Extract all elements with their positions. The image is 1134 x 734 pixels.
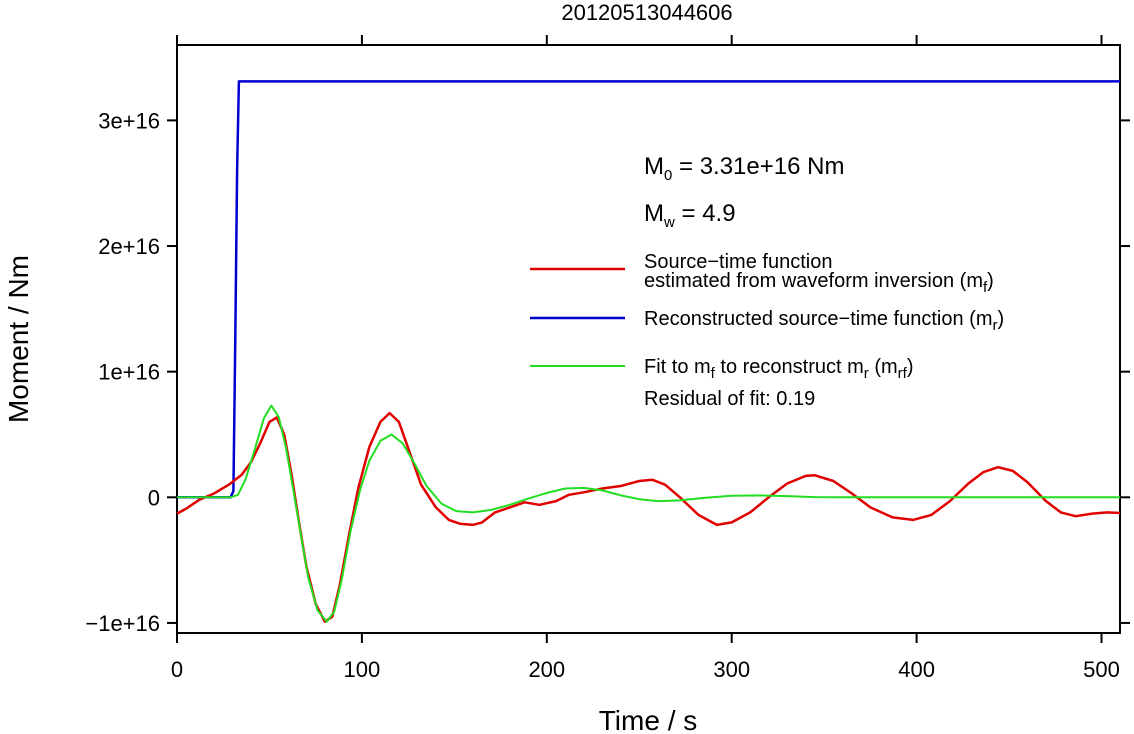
plot-frame bbox=[176, 44, 1121, 634]
y-tick-label: 0 bbox=[148, 485, 160, 510]
legend-label-fit: Fit to mf to reconstruct mr (mrf) bbox=[644, 356, 914, 382]
y-tick-label: 3e+16 bbox=[98, 108, 160, 133]
legend-label-source-time-function-line2: estimated from waveform inversion (mf) bbox=[644, 270, 994, 296]
series-source-time-function-line bbox=[176, 411, 1121, 623]
x-tick-label: 0 bbox=[171, 657, 183, 682]
series-fit-line bbox=[177, 404, 1120, 623]
tick-layer: 0 100 200 300 400 500 −1e+16 0 1e+16 2e+16 3e+16 bbox=[85, 35, 1130, 682]
legend: Source−time function estimated from wave… bbox=[530, 251, 1004, 410]
x-tick-label: 500 bbox=[1083, 657, 1120, 682]
x-tick-label: 200 bbox=[528, 657, 565, 682]
x-tick-label: 400 bbox=[898, 657, 935, 682]
x-tick-label: 300 bbox=[713, 657, 750, 682]
legend-label-reconstructed: Reconstructed source−time function (mr) bbox=[644, 308, 1004, 334]
series-layer bbox=[176, 80, 1121, 623]
residual-of-fit-annotation: Residual of fit: 0.19 bbox=[644, 388, 815, 410]
y-tick-label: −1e+16 bbox=[85, 611, 160, 636]
x-axis-title: Time / s bbox=[599, 705, 698, 734]
y-axis-title: Moment / Nm bbox=[3, 255, 34, 423]
moment-magnitude-annotation: Mw = 4.9 bbox=[644, 200, 736, 231]
seismic-moment-annotation: M0 = 3.31e+16 Nm bbox=[644, 153, 844, 184]
y-tick-label: 1e+16 bbox=[98, 360, 160, 385]
y-tick-label: 2e+16 bbox=[98, 234, 160, 259]
x-tick-label: 100 bbox=[344, 657, 381, 682]
chart-title: 20120513044606 bbox=[561, 0, 732, 25]
legend-label-source-time-function-line1: Source−time function bbox=[644, 251, 832, 273]
